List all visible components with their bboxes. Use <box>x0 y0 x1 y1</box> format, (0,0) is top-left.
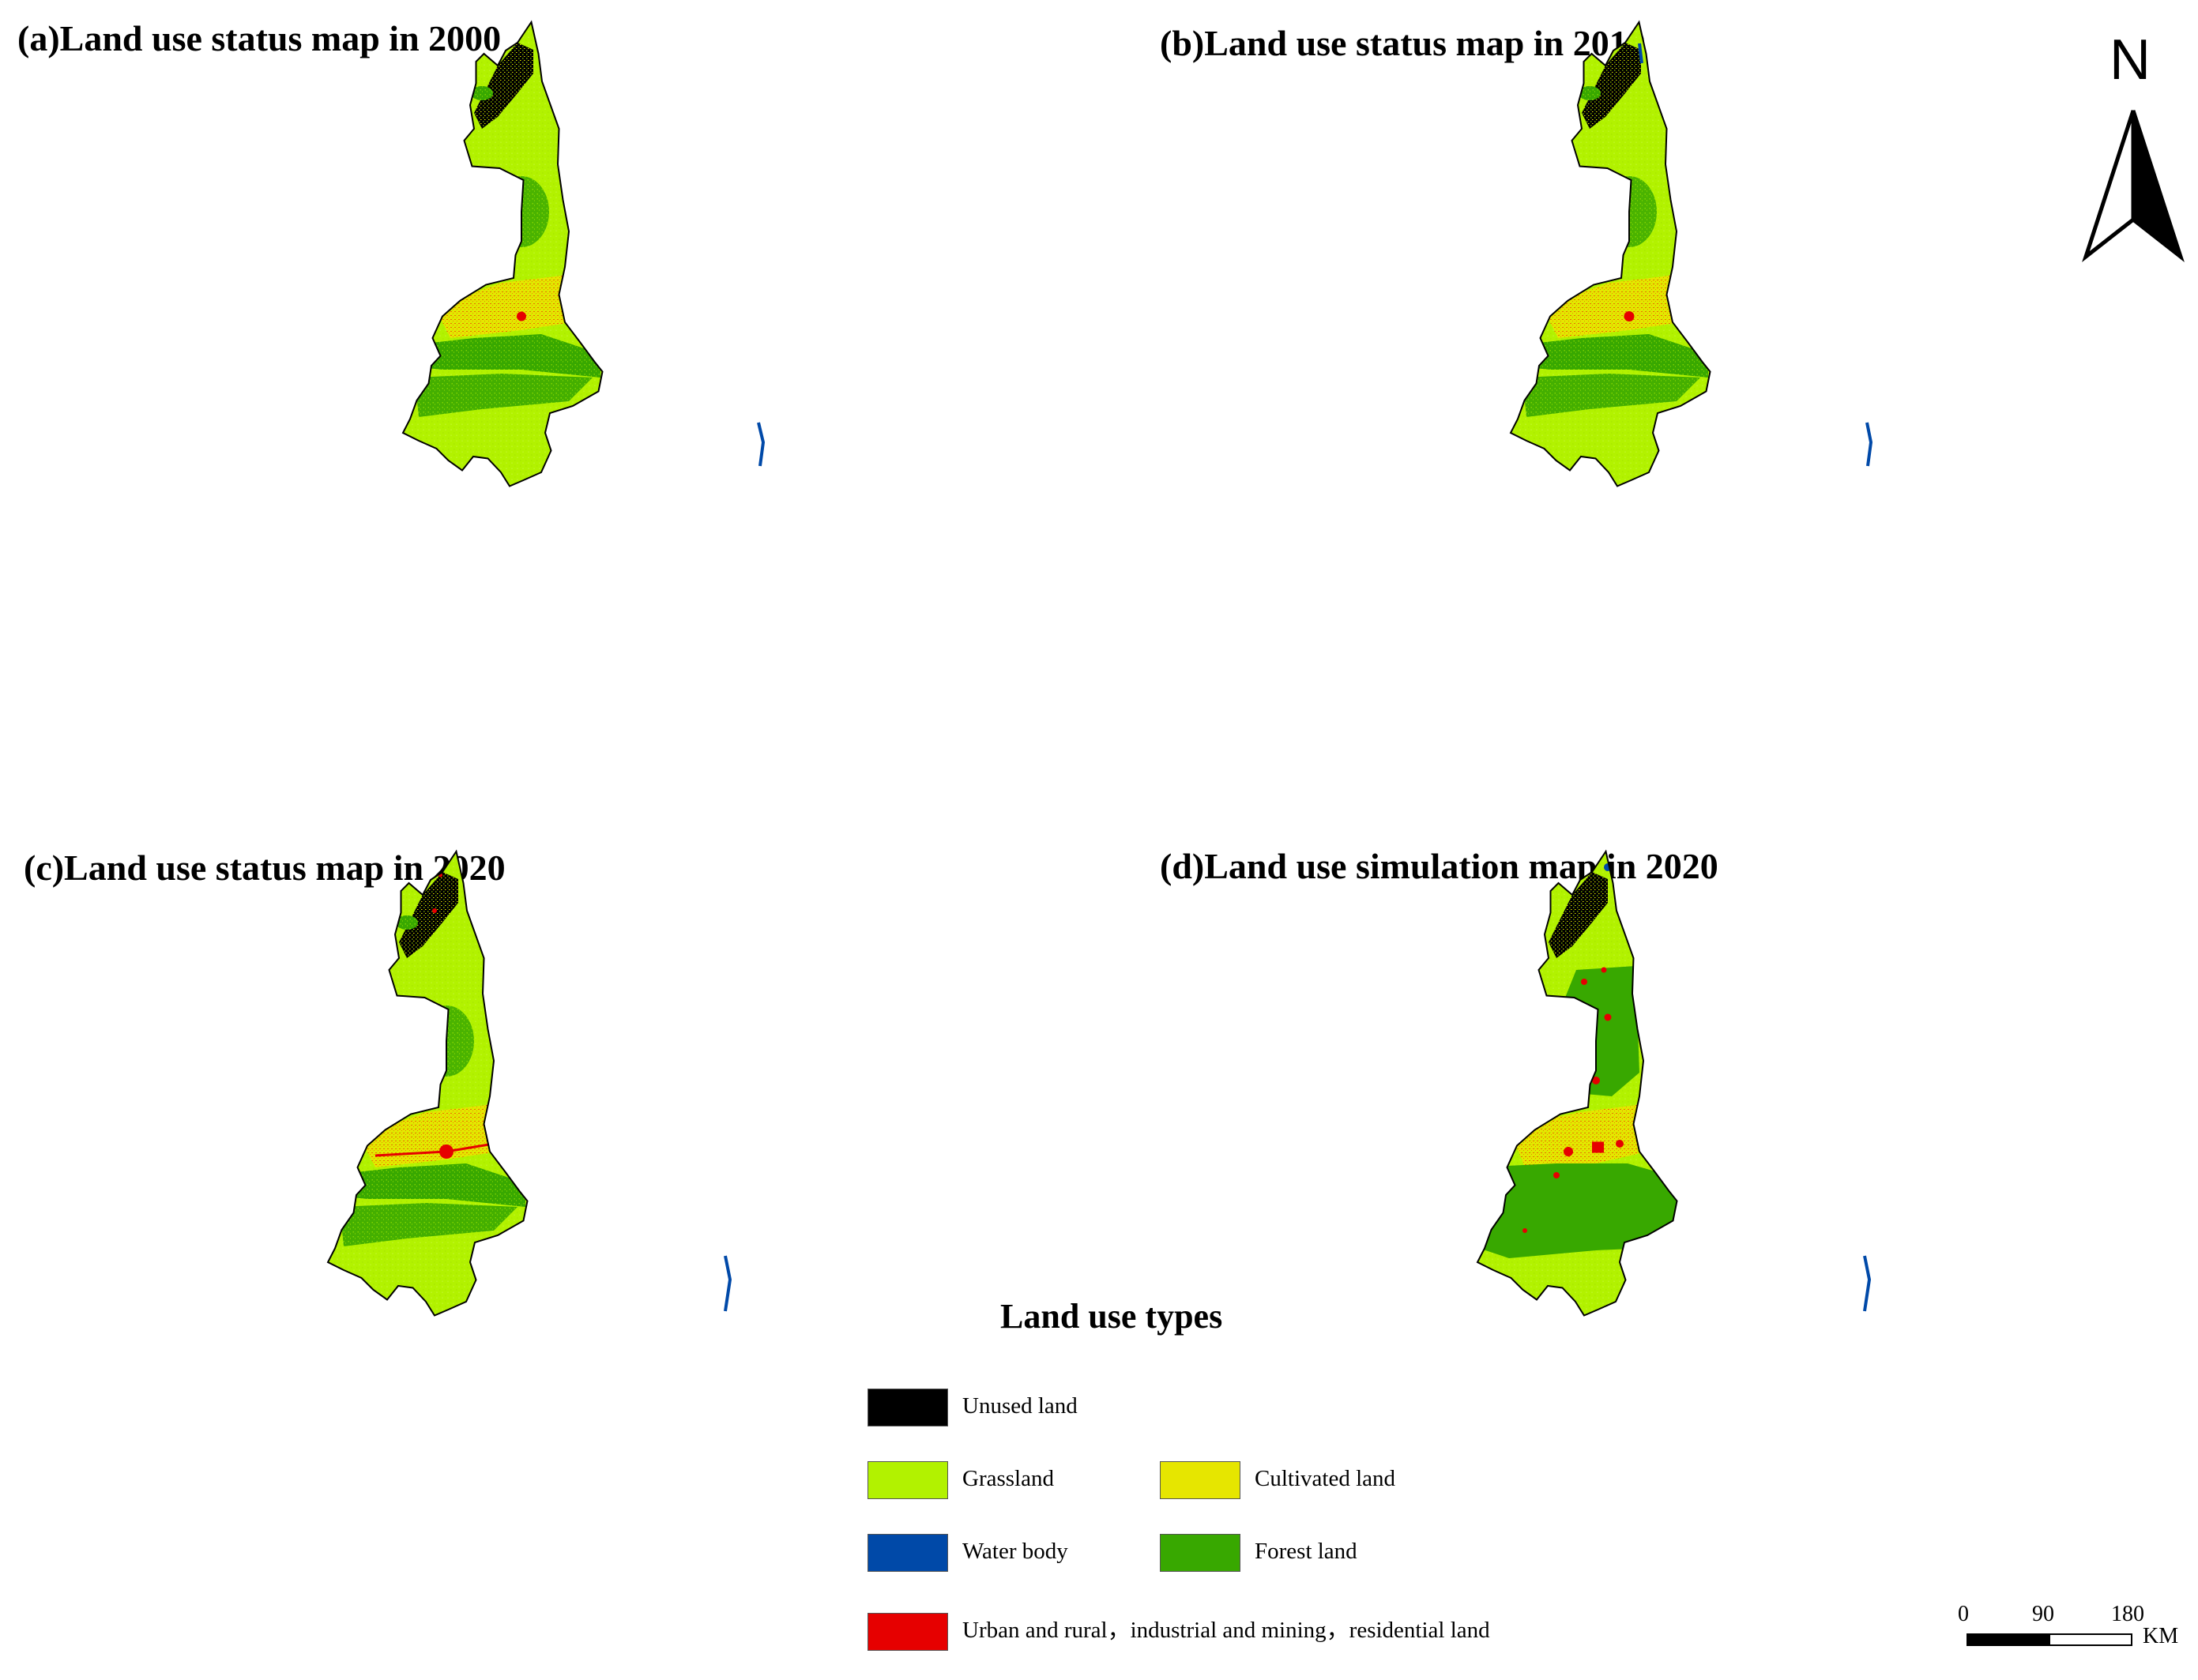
map-panel-a <box>402 21 766 487</box>
north-arrow-label: N <box>2110 28 2151 92</box>
scale-unit: KM <box>2143 1624 2179 1648</box>
legend-swatch-water <box>868 1534 948 1572</box>
map-panel-c <box>327 851 732 1317</box>
panel-title-c: (c)Land use status map in 2020 <box>24 848 506 888</box>
panel-title-b: (b)Land use status map in 2010 <box>1160 23 1646 63</box>
scale-tick-90: 90 <box>2032 1602 2054 1626</box>
legend-swatch-urban <box>868 1613 948 1651</box>
legend-swatch-unused <box>868 1389 948 1426</box>
legend-label-water: Water body <box>962 1539 1068 1564</box>
map-panel-b <box>1510 21 1873 487</box>
legend-swatch-cultivated <box>1160 1461 1240 1499</box>
legend-swatch-grassland <box>868 1461 948 1499</box>
scale-tick-180: 180 <box>2111 1602 2144 1626</box>
map-panel-d <box>1477 851 1872 1317</box>
north-arrow <box>2082 110 2185 263</box>
scale-bar <box>1967 1633 2132 1646</box>
legend-label-urban: Urban and rural，industrial and mining，re… <box>962 1618 1490 1643</box>
legend-label-forest: Forest land <box>1255 1539 1357 1564</box>
legend-label-cultivated: Cultivated land <box>1255 1466 1395 1491</box>
scale-tick-0: 0 <box>1958 1602 1969 1626</box>
panel-title-a: (a)Land use status map in 2000 <box>17 18 502 58</box>
legend-swatch-forest <box>1160 1534 1240 1572</box>
legend-label-grassland: Grassland <box>962 1466 1054 1491</box>
legend-label-unused: Unused land <box>962 1393 1078 1419</box>
panel-title-d: (d)Land use simulation map in 2020 <box>1160 846 1718 886</box>
legend-title: Land use types <box>1000 1297 1223 1336</box>
